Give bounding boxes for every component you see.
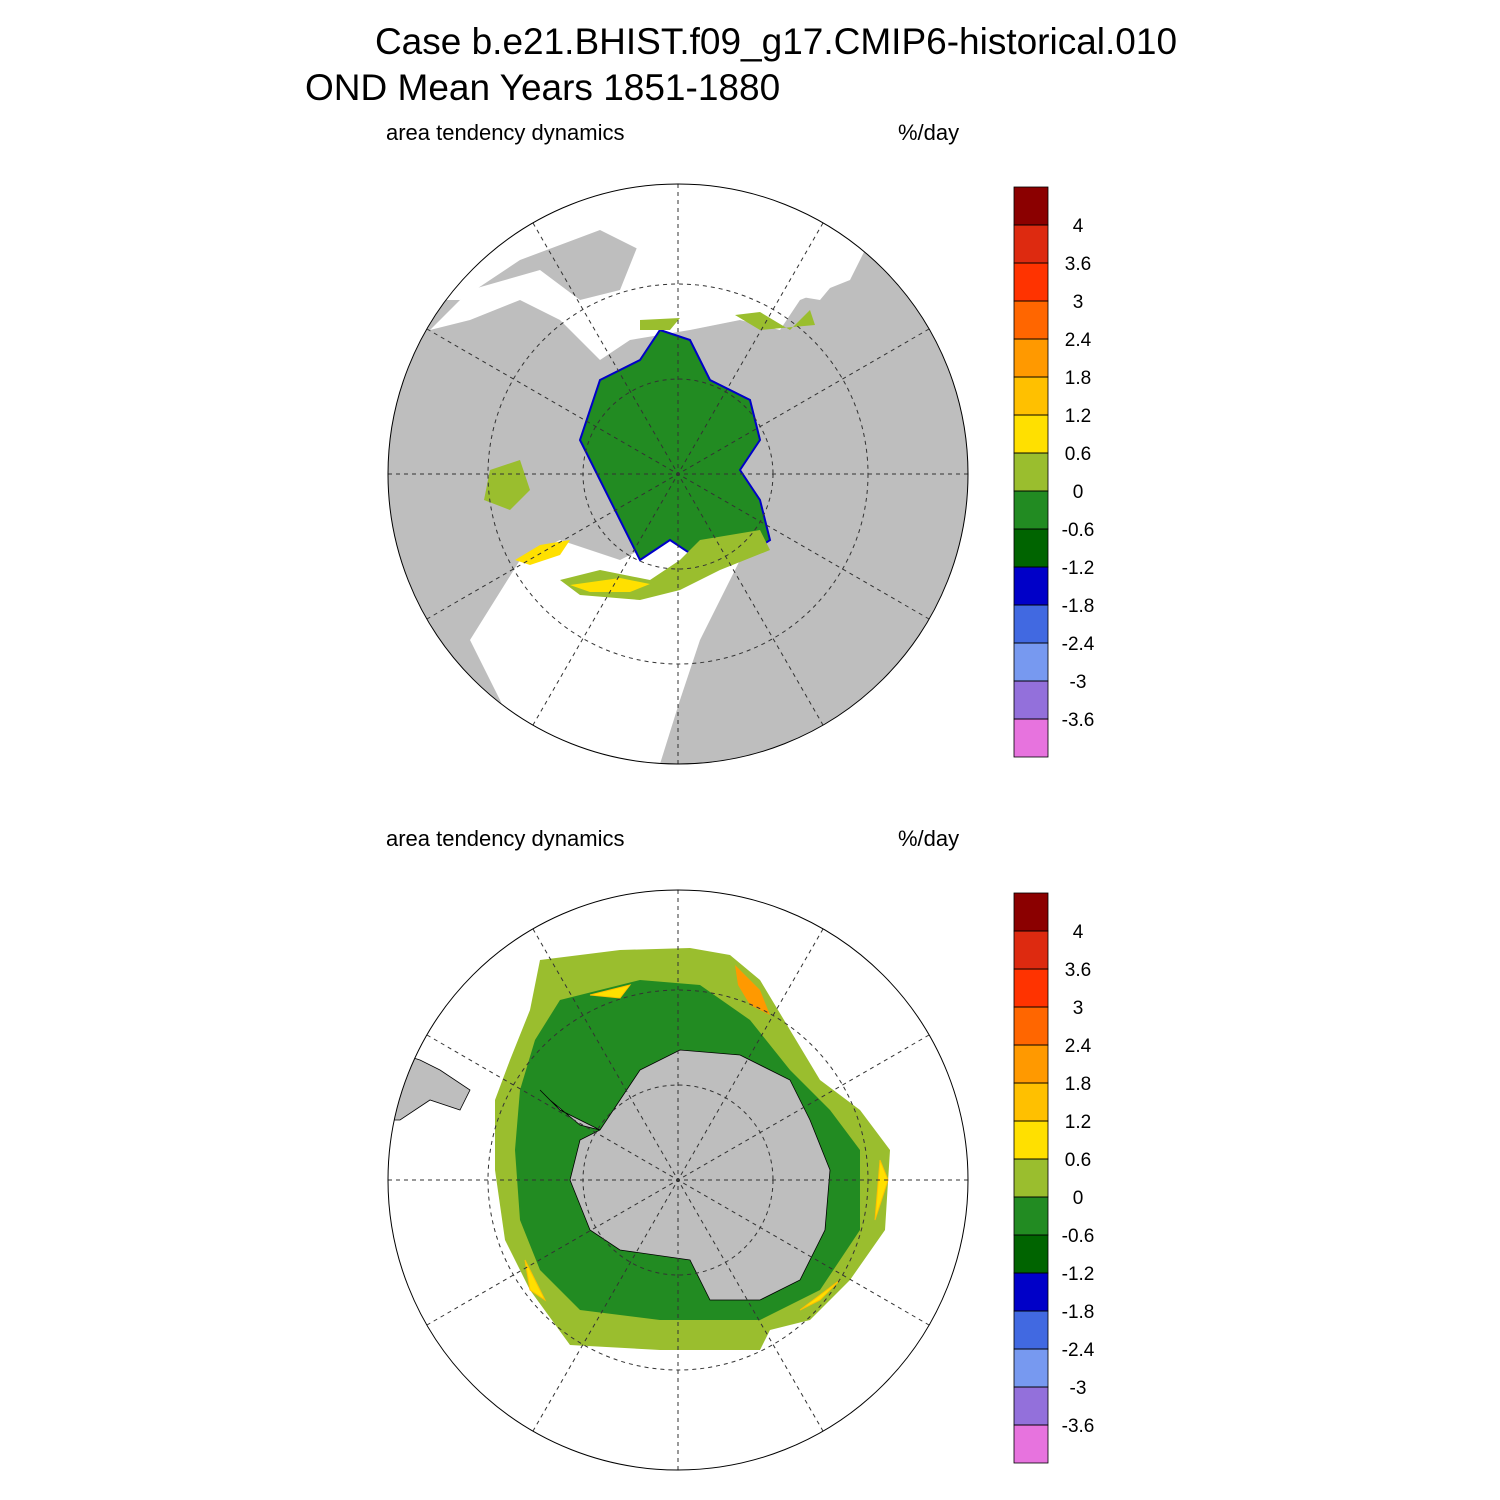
colorbar-box bbox=[1013, 1158, 1049, 1198]
panel-label: area tendency dynamics bbox=[386, 826, 624, 851]
colorbar-box bbox=[1013, 642, 1049, 682]
colorbar-label: -1.8 bbox=[1062, 596, 1095, 617]
sea-ice-edge bbox=[570, 578, 650, 592]
colorbar-box bbox=[1013, 490, 1049, 530]
meridians bbox=[388, 890, 968, 1470]
colorbar-label: 4 bbox=[1073, 922, 1084, 943]
colorbar-box bbox=[1013, 1196, 1049, 1236]
sea-ice-edge bbox=[640, 310, 815, 330]
south-map bbox=[387, 889, 969, 1471]
colorbar-label: 3 bbox=[1073, 998, 1084, 1019]
colorbar-label: 0 bbox=[1073, 482, 1084, 503]
map-border bbox=[387, 889, 969, 1471]
colorbar-label: 3 bbox=[1073, 292, 1084, 313]
colorbar-box bbox=[1013, 1082, 1049, 1122]
colorbar-box bbox=[1013, 338, 1049, 378]
colorbar-box bbox=[1013, 718, 1049, 758]
sea-ice bbox=[578, 328, 772, 562]
colorbar-box bbox=[1013, 414, 1049, 454]
colorbar-box bbox=[1013, 186, 1049, 226]
colorbar-box bbox=[1013, 528, 1049, 568]
colorbar-box bbox=[1013, 1386, 1049, 1426]
colorbar-box bbox=[1013, 1272, 1049, 1312]
north-map bbox=[387, 183, 969, 765]
colorbar-box bbox=[1013, 1234, 1049, 1274]
sea-ice-edge bbox=[515, 540, 570, 565]
colorbar-box bbox=[1013, 1044, 1049, 1084]
colorbar-label: 0.6 bbox=[1065, 1150, 1091, 1171]
colorbar-box bbox=[1013, 376, 1049, 416]
colorbar-label: -1.2 bbox=[1062, 1264, 1095, 1285]
colorbar-box bbox=[1013, 1120, 1049, 1160]
sea-ice-edge bbox=[484, 460, 530, 510]
colorbar-label: -0.6 bbox=[1062, 520, 1095, 541]
colorbar-box bbox=[1013, 930, 1049, 970]
colorbar-box bbox=[1013, 1310, 1049, 1350]
colorbar-label: -2.4 bbox=[1062, 1340, 1095, 1361]
colorbar-box bbox=[1013, 1348, 1049, 1388]
south-america bbox=[388, 1049, 471, 1121]
colorbar-label: -2.4 bbox=[1062, 634, 1095, 655]
colorbar-label: -3.6 bbox=[1062, 1416, 1095, 1437]
colorbar-box bbox=[1013, 566, 1049, 606]
colorbar-label: -1.8 bbox=[1062, 1302, 1095, 1323]
colorbar-label: 4 bbox=[1073, 216, 1084, 237]
colorbar-label: 1.2 bbox=[1065, 406, 1091, 427]
antarctic-peninsula bbox=[539, 1089, 601, 1131]
title-line-1: Case b.e21.BHIST.f09_g17.CMIP6-historica… bbox=[375, 21, 1177, 62]
colorbar-box bbox=[1013, 604, 1049, 644]
colorbar-box bbox=[1013, 452, 1049, 492]
colorbar-box bbox=[1013, 968, 1049, 1008]
antarctica bbox=[569, 1049, 831, 1301]
colorbar-label: 1.2 bbox=[1065, 1112, 1091, 1133]
colorbar-label: 0 bbox=[1073, 1188, 1084, 1209]
colorbar-label: -3 bbox=[1070, 1378, 1087, 1399]
colorbar-label: -3 bbox=[1070, 672, 1087, 693]
colorbar-label: 1.8 bbox=[1065, 368, 1091, 389]
colorbar-box bbox=[1013, 1006, 1049, 1046]
units-label: %/day bbox=[898, 120, 959, 145]
colorbar-label: 3.6 bbox=[1065, 960, 1091, 981]
colorbar-box bbox=[1013, 262, 1049, 302]
colorbar-label: 2.4 bbox=[1065, 330, 1092, 351]
colorbar-label: 2.4 bbox=[1065, 1036, 1092, 1057]
sea-ice-edge bbox=[735, 965, 770, 1015]
pacific-ocean bbox=[430, 240, 870, 360]
colorbar-label: 3.6 bbox=[1065, 254, 1091, 275]
colorbar-box bbox=[1013, 680, 1049, 720]
colorbar-label: 0.6 bbox=[1065, 444, 1091, 465]
map-border bbox=[387, 183, 969, 765]
colorbar-box bbox=[1013, 300, 1049, 340]
colorbar-box bbox=[1013, 892, 1049, 932]
colorbar-label: -0.6 bbox=[1062, 1226, 1095, 1247]
colorbar-box bbox=[1013, 1424, 1049, 1464]
colorbar-label: 1.8 bbox=[1065, 1074, 1091, 1095]
sea-ice-edge bbox=[524, 984, 889, 1311]
units-label: %/day bbox=[898, 826, 959, 851]
meridians bbox=[388, 184, 968, 764]
colorbar-label: -3.6 bbox=[1062, 710, 1095, 731]
title-line-2: OND Mean Years 1851-1880 bbox=[305, 67, 780, 108]
panel-label: area tendency dynamics bbox=[386, 120, 624, 145]
colorbar-box bbox=[1013, 224, 1049, 264]
colorbar-label: -1.2 bbox=[1062, 558, 1095, 579]
